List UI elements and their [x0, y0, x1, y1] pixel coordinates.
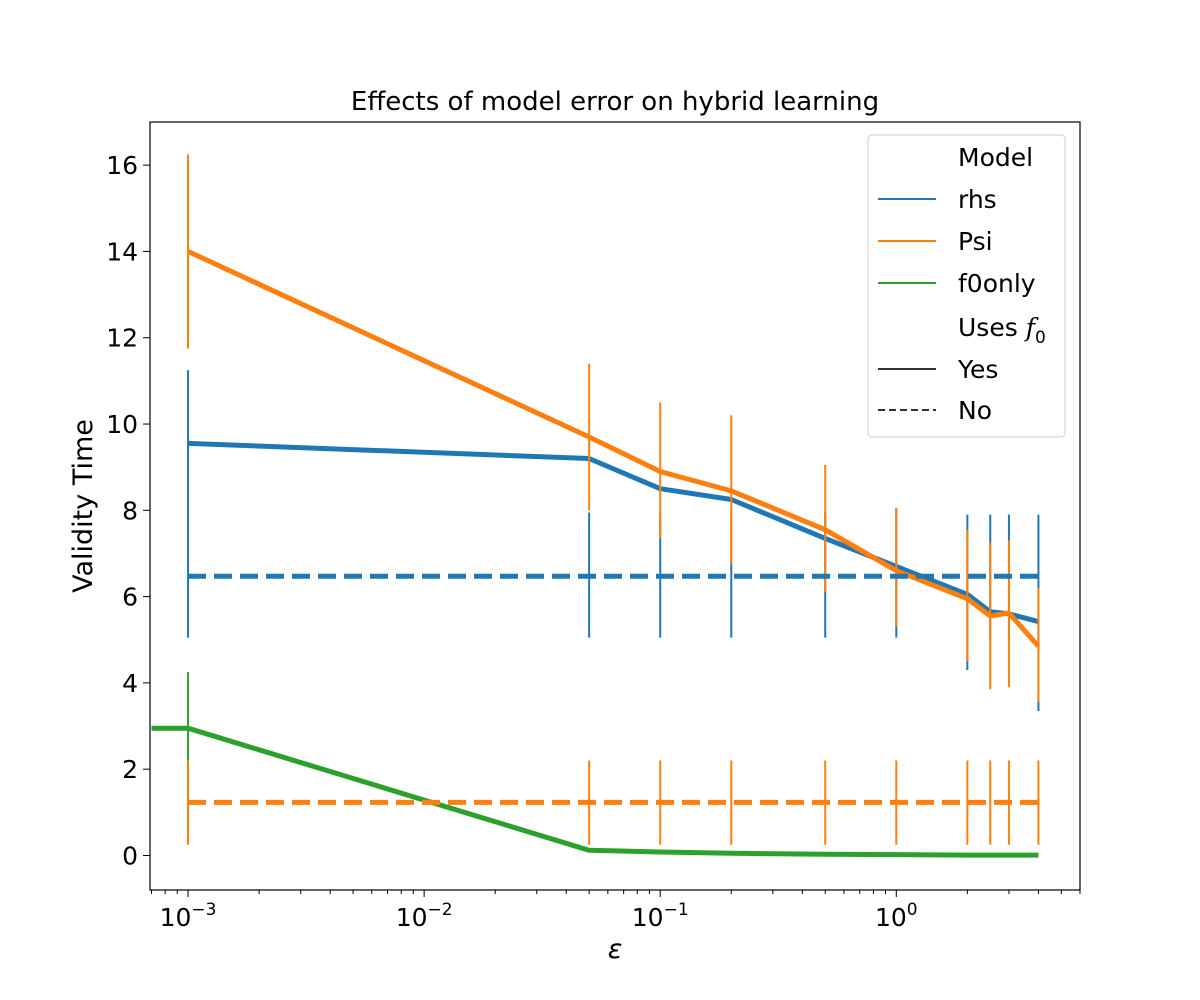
chart-title: Effects of model error on hybrid learnin…: [351, 87, 879, 117]
legend-label-rhs: rhs: [958, 185, 997, 214]
x-axis-ticks: 10−3 10−2 10−1 100: [150, 890, 1081, 932]
legend-header-uses-prefix: Uses: [958, 313, 1026, 342]
series-line-f0only-yes: [151, 725, 1039, 858]
y-tick-label: 2: [122, 755, 138, 784]
legend-box: [867, 134, 1066, 438]
y-tick-label: 16: [106, 151, 138, 180]
y-tick-label: 4: [122, 669, 138, 698]
legend-label-psi: Psi: [958, 227, 993, 256]
x-tick-exponent: 0: [907, 900, 918, 920]
plot-marks: [151, 154, 1041, 858]
x-tick-label: 10−3: [160, 900, 217, 932]
x-tick-label: 10−2: [396, 900, 453, 932]
x-tick-exponent: −1: [664, 900, 689, 920]
y-tick-label: 6: [122, 583, 138, 612]
x-tick-exponent: −3: [191, 900, 216, 920]
legend-label-f0only: f0only: [958, 269, 1036, 298]
x-tick-label: 100: [875, 900, 918, 932]
x-tick-base: 10: [396, 903, 428, 932]
y-tick-label: 12: [106, 324, 138, 353]
y-axis-label: Validity Time: [68, 419, 99, 593]
x-axis-label: ε: [608, 934, 623, 965]
series-psi-yes: [186, 154, 1041, 703]
y-tick-label: 0: [122, 841, 138, 870]
legend: Model rhs Psi f0only Uses f0 Yes No: [867, 134, 1066, 438]
x-tick-base: 10: [160, 903, 192, 932]
legend-header-uses-symbol: f: [1024, 313, 1039, 342]
y-axis-ticks: 0 2 4 6 8 10 12 14 16: [106, 151, 150, 870]
legend-header-model: Model: [958, 143, 1033, 172]
legend-header-uses: Uses f0: [958, 313, 1046, 348]
x-tick-exponent: −2: [428, 900, 453, 920]
y-tick-label: 14: [106, 237, 138, 266]
legend-header-uses-subscript: 0: [1035, 328, 1046, 348]
plot-frame: [149, 121, 1081, 891]
legend-label-no: No: [958, 396, 992, 425]
series-f0only-yes: [151, 672, 1039, 858]
y-tick-label: 8: [122, 496, 138, 525]
series-line-psi-yes: [186, 249, 1041, 648]
series-line-rhs-yes: [187, 440, 1040, 625]
y-tick-label: 10: [106, 410, 138, 439]
series-psi-no: [187, 760, 1040, 845]
x-tick-base: 10: [632, 903, 664, 932]
x-tick-base: 10: [875, 903, 907, 932]
legend-label-yes: Yes: [957, 355, 998, 384]
x-tick-label: 10−1: [632, 900, 689, 932]
